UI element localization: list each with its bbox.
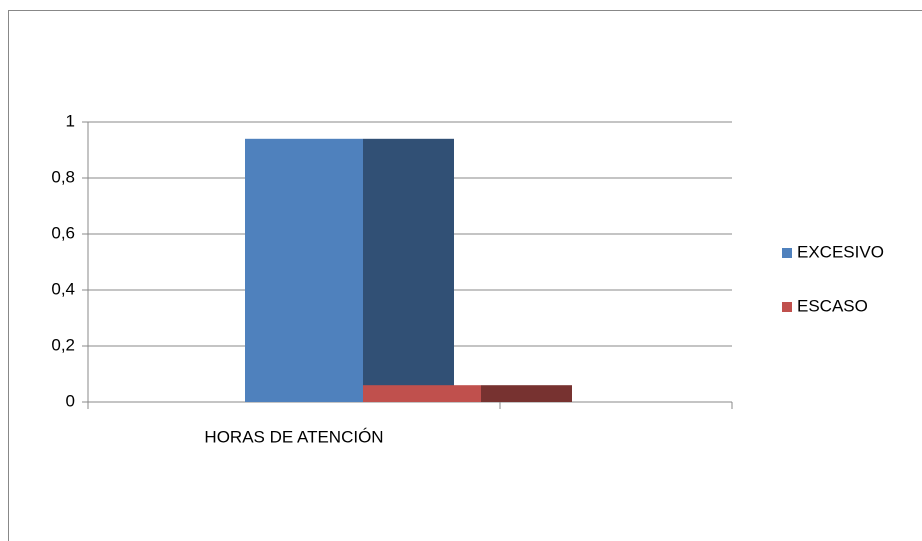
x-tick-label: HORAS DE ATENCIÓN (204, 427, 383, 446)
legend-swatch (782, 248, 792, 258)
y-tick-label: 0 (66, 391, 75, 410)
y-tick-label: 0,2 (51, 335, 75, 354)
chart-frame (8, 10, 922, 541)
legend-label: ESCASO (797, 296, 868, 315)
y-tick-label: 0,6 (51, 223, 75, 242)
y-tick-label: 1 (66, 111, 75, 130)
y-tick-label: 0,4 (51, 279, 75, 298)
bar-side (363, 138, 454, 403)
bar (363, 385, 481, 402)
y-tick-label: 0,8 (51, 167, 75, 186)
bar (245, 138, 363, 403)
legend-swatch (782, 302, 792, 312)
bar-side (481, 385, 572, 402)
legend-label: EXCESIVO (797, 242, 884, 261)
